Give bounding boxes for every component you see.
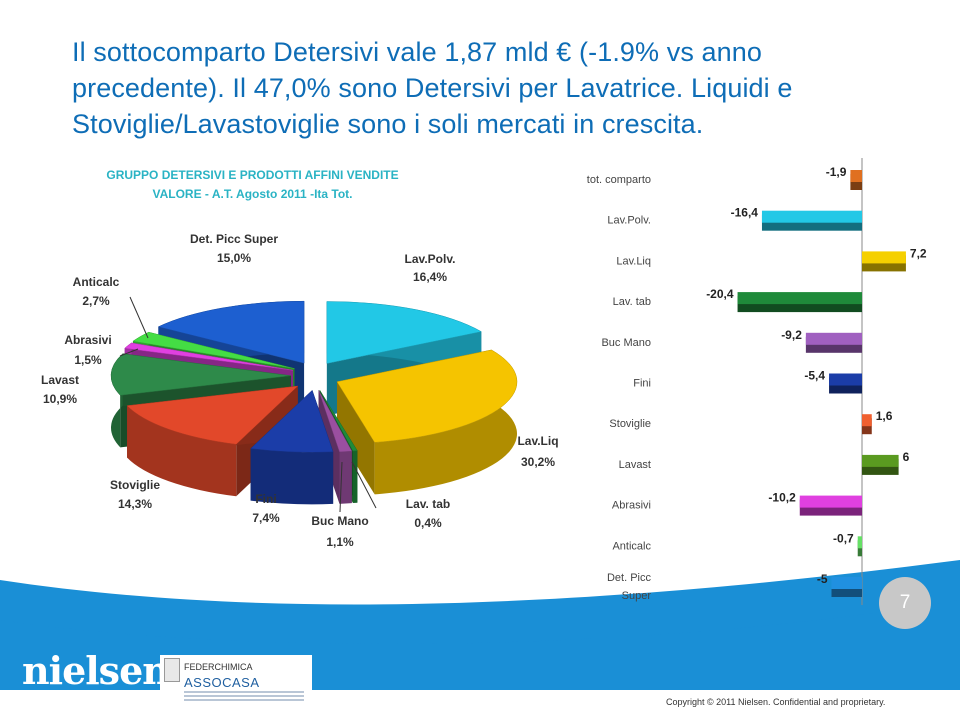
pie-slice-4 [318, 390, 353, 504]
pie-value-2: 30,2% [521, 455, 555, 469]
bar-category-label-6: Fini [633, 378, 651, 390]
bar-value-label-8: 6 [903, 450, 910, 464]
bar-11 [831, 577, 862, 589]
bar-category-label-1: tot. comparto [587, 174, 651, 186]
bar-category-label-9: Abrasivi [612, 500, 651, 512]
bar-value-label-11: -5 [817, 572, 828, 586]
bar-3 [862, 251, 906, 264]
assocasa-text: ASSOCASA [184, 675, 260, 690]
pie-leader-9 [129, 296, 149, 339]
copyright-notice: Copyright © 2011 Nielsen. Confidential a… [666, 697, 886, 707]
bar-category-label-11: Super [622, 590, 652, 602]
bar-value-label-10: -0,7 [833, 531, 854, 545]
pie-value-8: 1,5% [74, 353, 102, 367]
bar-6 [829, 373, 862, 386]
pie-label-9: Anticalc [73, 275, 120, 289]
pie-slice-2 [336, 349, 518, 495]
pie-label-8: Abrasivi [64, 333, 111, 347]
bar-category-label-8: Lavast [619, 459, 651, 471]
bar-value-label-4: -20,4 [706, 287, 734, 301]
bar-value-label-6: -5,4 [804, 369, 825, 383]
pie-leader-3 [351, 461, 377, 509]
bar-value-label-2: -16,4 [731, 206, 759, 220]
pie-heading-line-2: VALORE - A.T. Agosto 2011 -Ita Tot. [152, 187, 353, 201]
bar-category-label-4: Lav. tab [613, 296, 651, 308]
pie-value-5: 7,4% [252, 511, 280, 525]
pie-value-3: 0,4% [414, 516, 442, 530]
assocasa-logo: FEDERCHIMICA ASSOCASA [160, 655, 312, 707]
assocasa-subtitle [184, 691, 304, 703]
pie-value-1: 16,4% [413, 270, 447, 284]
bar-10 [857, 536, 862, 549]
federchimica-seal-icon [164, 658, 180, 682]
bar-7 [862, 414, 872, 427]
bar-value-label-1: -1,9 [826, 165, 847, 179]
pie-label-5: Fini [255, 492, 276, 506]
federchimica-text: FEDERCHIMICA [184, 662, 253, 672]
bar-9 [799, 495, 862, 508]
pie-chart-heading: GRUPPO DETERSIVI E PRODOTTI AFFINI VENDI… [40, 166, 465, 204]
pie-leader-8 [119, 348, 139, 357]
bar-category-label-10: Anticalc [612, 540, 651, 552]
pie-label-7: Lavast [41, 373, 79, 387]
bar-category-label-2: Lav.Polv. [607, 215, 651, 227]
pie-slice-5 [250, 389, 334, 505]
bar-category-label-7: Stoviglie [609, 418, 651, 430]
slide-title: Il sottocomparto Detersivi vale 1,87 mld… [72, 37, 793, 139]
pie-label-1: Lav.Polv. [405, 252, 456, 266]
bar-category-label-3: Lav.Liq [616, 255, 651, 267]
pie-value-7: 10,9% [43, 392, 77, 406]
page-number-badge: 7 [879, 577, 931, 629]
bar-category-label-5: Buc Mano [601, 337, 651, 349]
bar-value-label-9: -10,2 [768, 491, 796, 505]
pie-value-6: 14,3% [118, 497, 152, 511]
bar-value-label-5: -9,2 [781, 328, 802, 342]
bar-8 [862, 454, 899, 467]
nielsen-logo-dots [27, 689, 137, 702]
pie-label-3: Lav. tab [406, 497, 450, 511]
pie-value-9: 2,7% [82, 294, 110, 308]
bar-2 [761, 210, 862, 223]
bar-category-label-11: Det. Picc [607, 572, 652, 584]
bar-value-label-7: 1,6 [876, 409, 893, 423]
pie-value-10: 15,0% [217, 251, 251, 265]
bar-5 [805, 332, 862, 345]
pie-label-2: Lav.Liq [517, 434, 558, 448]
bar-value-label-3: 7,2 [910, 246, 927, 260]
bar-1 [850, 170, 862, 182]
pie-value-4: 1,1% [326, 535, 354, 549]
pie-leader-4 [339, 461, 343, 513]
pie-label-10: Det. Picc Super [190, 232, 278, 246]
bar-4 [737, 292, 862, 305]
nielsen-logo: nielsen [22, 648, 170, 693]
pie-label-6: Stoviglie [110, 478, 160, 492]
pie-label-4: Buc Mano [311, 514, 368, 528]
pie-heading-line-1: GRUPPO DETERSIVI E PRODOTTI AFFINI VENDI… [106, 168, 399, 182]
